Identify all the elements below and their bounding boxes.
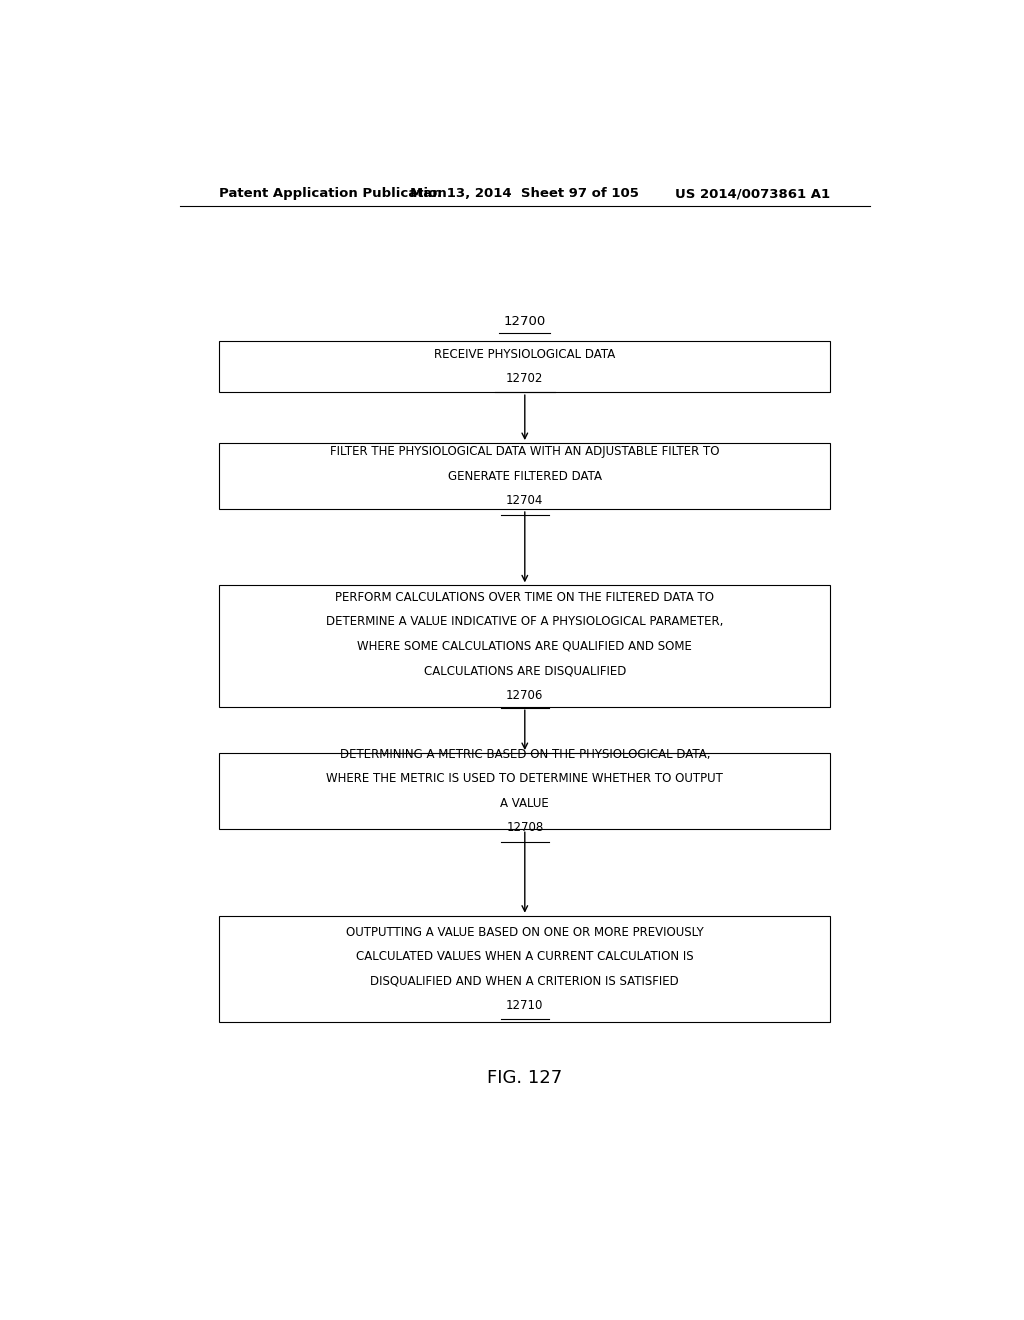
Text: DETERMINE A VALUE INDICATIVE OF A PHYSIOLOGICAL PARAMETER,: DETERMINE A VALUE INDICATIVE OF A PHYSIO… [326, 615, 724, 628]
Text: 12710: 12710 [506, 999, 544, 1012]
Text: RECEIVE PHYSIOLOGICAL DATA: RECEIVE PHYSIOLOGICAL DATA [434, 348, 615, 362]
Text: FILTER THE PHYSIOLOGICAL DATA WITH AN ADJUSTABLE FILTER TO: FILTER THE PHYSIOLOGICAL DATA WITH AN AD… [330, 445, 720, 458]
Text: OUTPUTTING A VALUE BASED ON ONE OR MORE PREVIOUSLY: OUTPUTTING A VALUE BASED ON ONE OR MORE … [346, 925, 703, 939]
Text: US 2014/0073861 A1: US 2014/0073861 A1 [675, 187, 830, 201]
Text: Patent Application Publication: Patent Application Publication [219, 187, 447, 201]
Text: CALCULATIONS ARE DISQUALIFIED: CALCULATIONS ARE DISQUALIFIED [424, 664, 626, 677]
Text: WHERE THE METRIC IS USED TO DETERMINE WHETHER TO OUTPUT: WHERE THE METRIC IS USED TO DETERMINE WH… [327, 772, 723, 785]
Text: 12704: 12704 [506, 494, 544, 507]
Bar [219, 585, 830, 708]
Text: GENERATE FILTERED DATA: GENERATE FILTERED DATA [447, 470, 602, 483]
Text: PERFORM CALCULATIONS OVER TIME ON THE FILTERED DATA TO: PERFORM CALCULATIONS OVER TIME ON THE FI… [335, 591, 715, 605]
Text: DISQUALIFIED AND WHEN A CRITERION IS SATISFIED: DISQUALIFIED AND WHEN A CRITERION IS SAT… [371, 974, 679, 987]
Text: 12700: 12700 [504, 314, 546, 327]
Text: CALCULATED VALUES WHEN A CURRENT CALCULATION IS: CALCULATED VALUES WHEN A CURRENT CALCULA… [356, 950, 693, 964]
Bar [219, 342, 830, 392]
Text: A VALUE: A VALUE [501, 797, 549, 809]
Text: 12708: 12708 [506, 821, 544, 834]
Text: FIG. 127: FIG. 127 [487, 1069, 562, 1088]
Text: WHERE SOME CALCULATIONS ARE QUALIFIED AND SOME: WHERE SOME CALCULATIONS ARE QUALIFIED AN… [357, 640, 692, 653]
Text: 12702: 12702 [506, 372, 544, 385]
Text: Mar. 13, 2014  Sheet 97 of 105: Mar. 13, 2014 Sheet 97 of 105 [411, 187, 639, 201]
Bar [219, 916, 830, 1022]
Text: 12706: 12706 [506, 689, 544, 701]
Text: DETERMINING A METRIC BASED ON THE PHYSIOLOGICAL DATA,: DETERMINING A METRIC BASED ON THE PHYSIO… [340, 748, 710, 762]
Bar [219, 444, 830, 510]
Bar [219, 752, 830, 829]
